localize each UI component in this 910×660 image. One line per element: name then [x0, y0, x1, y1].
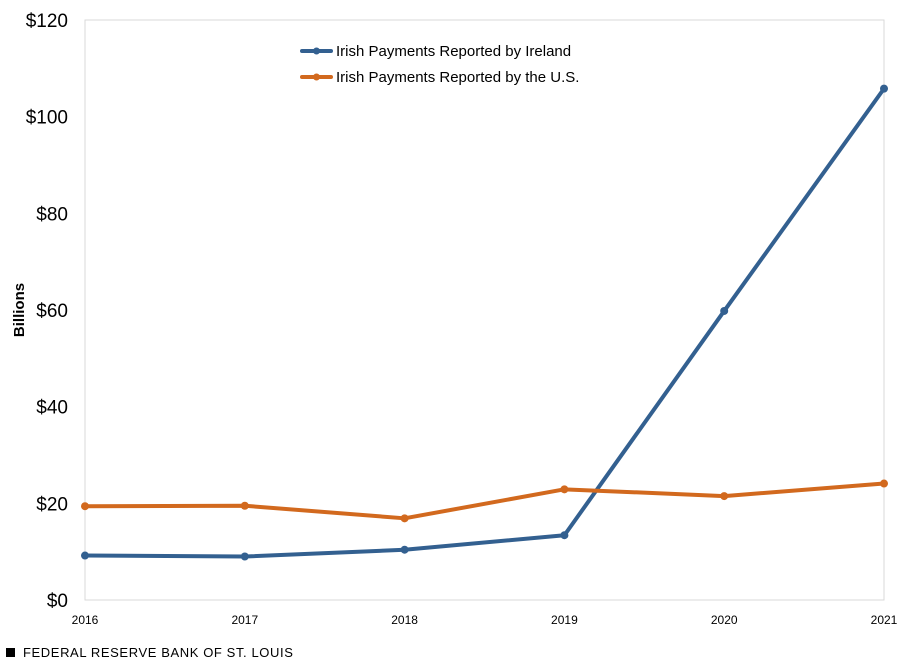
- legend: Irish Payments Reported by Ireland Irish …: [300, 43, 579, 86]
- data-point: [81, 502, 89, 511]
- x-tick-label: 2018: [391, 613, 418, 627]
- series-1: [81, 84, 888, 561]
- footer: FEDERAL RESERVE BANK OF ST. LOUIS: [6, 645, 293, 660]
- y-tick-label: $60: [36, 301, 68, 322]
- y-tick-label: $40: [36, 398, 68, 419]
- y-axis-ticks: $0 $20 $40 $60 $80 $100 $120: [26, 11, 68, 612]
- legend-marker: [313, 73, 320, 81]
- series-line: [83, 481, 886, 521]
- y-tick-label: $20: [36, 494, 68, 515]
- data-point: [81, 551, 89, 560]
- legend-item-1: Irish Payments Reported by Ireland: [300, 43, 571, 60]
- data-point: [720, 492, 729, 501]
- x-tick-label: 2017: [231, 613, 258, 627]
- x-tick-label: 2020: [711, 613, 738, 627]
- data-point: [720, 306, 729, 315]
- series-layer: [81, 84, 888, 561]
- x-tick-label: 2016: [72, 613, 99, 627]
- data-point: [240, 552, 249, 561]
- data-point: [880, 84, 888, 93]
- y-axis-label: Billions: [11, 283, 28, 337]
- footer-source: FEDERAL RESERVE BANK OF ST. LOUIS: [23, 645, 294, 660]
- data-point: [880, 479, 888, 488]
- plot-area: [84, 19, 885, 601]
- line-chart: $0$20$40$60$80$100$120 2016 2017 2018 2019 2…: [11, 11, 898, 627]
- legend-label: Irish Payments Reported by Ireland: [336, 43, 571, 60]
- series-line: [83, 86, 886, 559]
- y-tick-label: $120: [26, 11, 68, 32]
- x-tick-label: 2019: [551, 613, 578, 627]
- footer-square-icon: [6, 648, 15, 657]
- y-tick-label: $80: [36, 204, 68, 225]
- data-point: [560, 531, 569, 540]
- y-tick-label: $0: [47, 591, 68, 612]
- legend-marker: [313, 47, 320, 55]
- x-tick-label: 2021: [871, 613, 898, 627]
- data-point: [400, 514, 409, 523]
- data-point: [240, 501, 249, 510]
- data-point: [400, 545, 409, 554]
- legend-item-2: Irish Payments Reported by the U.S.: [300, 69, 579, 86]
- data-point: [560, 485, 569, 494]
- y-tick-label: $100: [26, 108, 68, 129]
- legend-label: Irish Payments Reported by the U.S.: [336, 69, 579, 86]
- series-2: [81, 479, 888, 523]
- x-axis-ticks: 2016 2017 2018 2019 2020 2021: [72, 613, 898, 627]
